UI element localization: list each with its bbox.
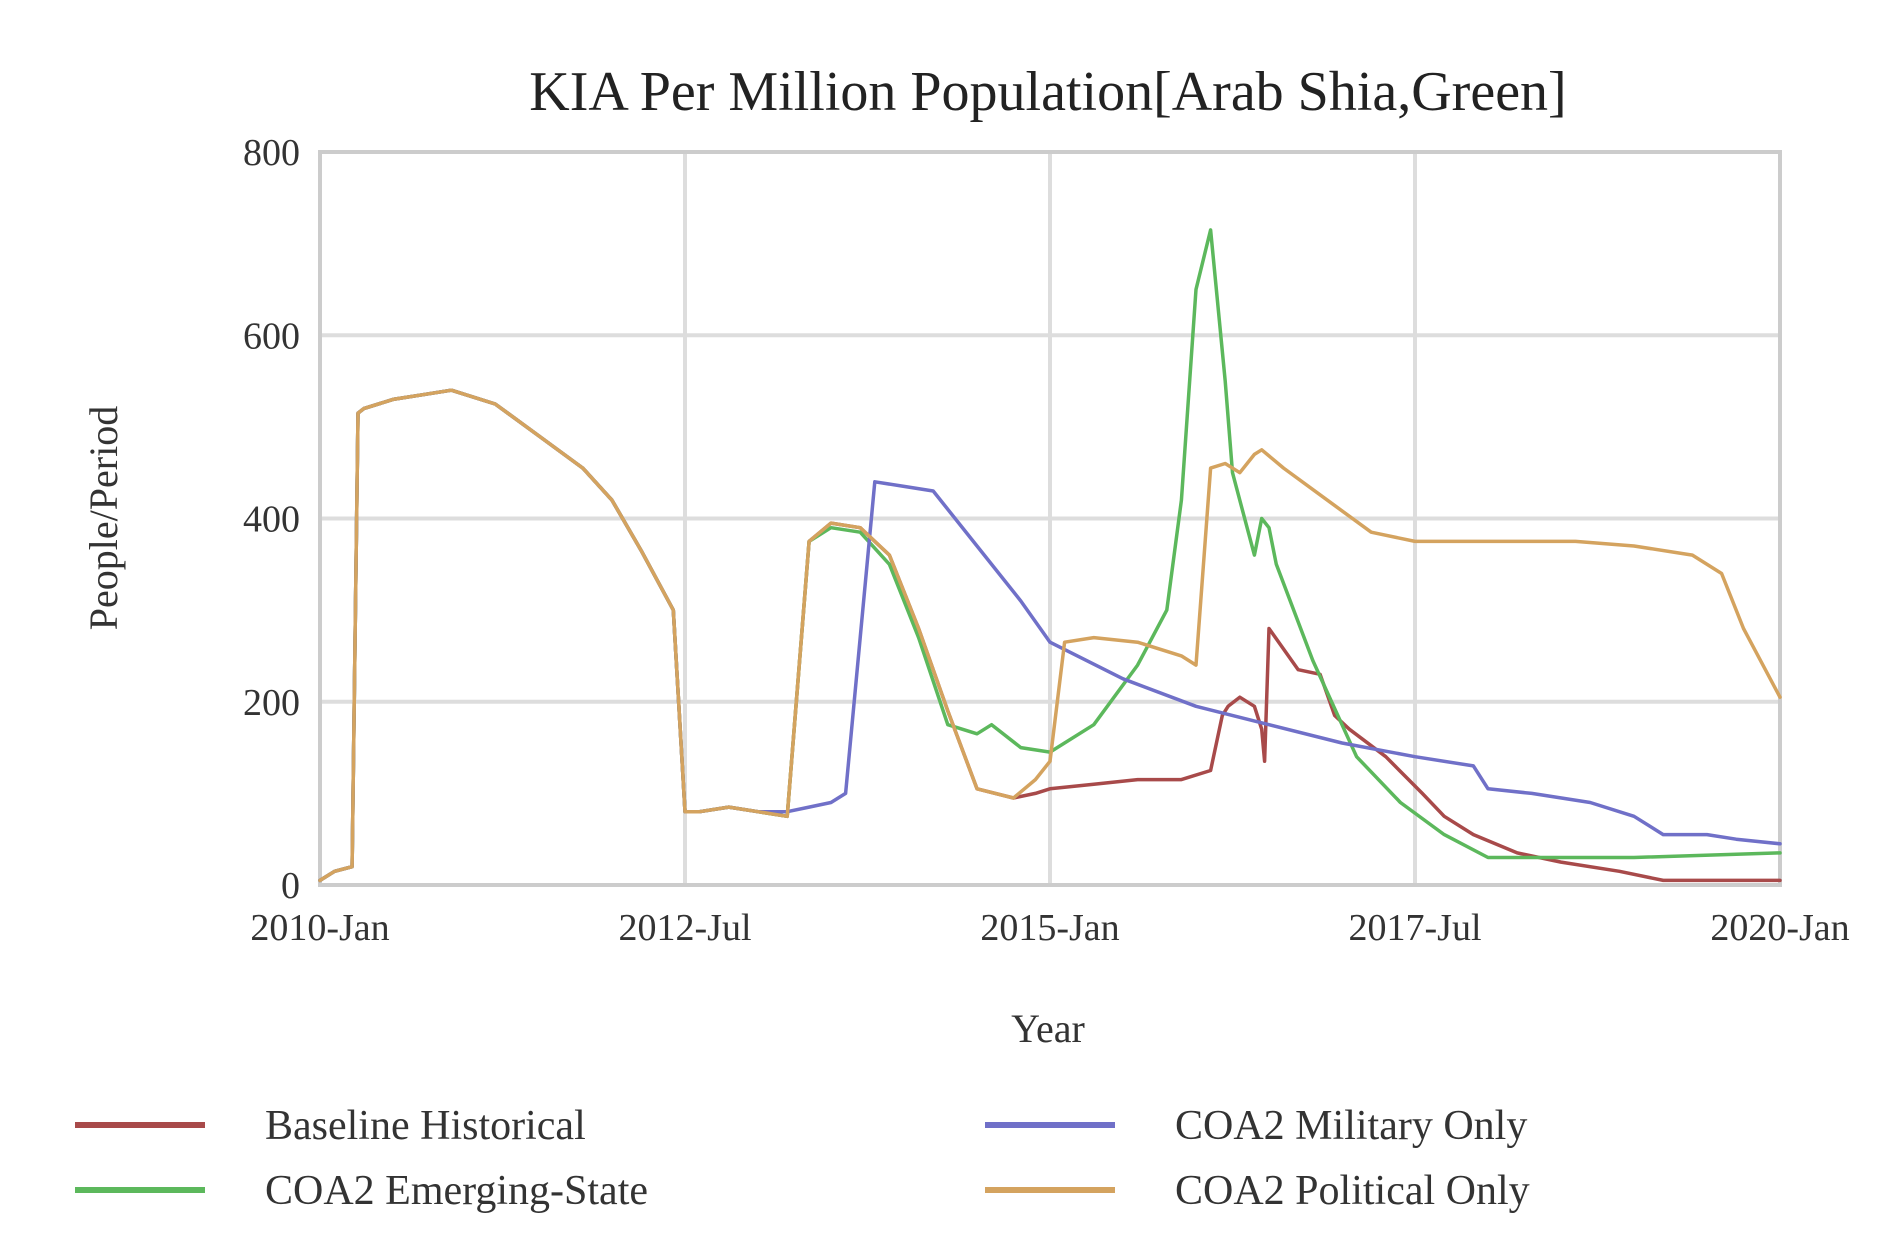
legend: Baseline Historical COA2 Military Only COA… bbox=[75, 1103, 1530, 1214]
y-tick-label: 0 bbox=[281, 865, 300, 907]
x-tick-label: 2015-Jan bbox=[980, 907, 1119, 949]
legend-label: Baseline Historical bbox=[265, 1103, 586, 1149]
y-tick-label: 400 bbox=[243, 499, 300, 541]
x-axis-label: Year bbox=[1011, 1006, 1085, 1051]
legend-label: COA2 Emerging-State bbox=[265, 1168, 648, 1214]
y-tick-label: 600 bbox=[243, 315, 300, 357]
y-tick-label: 200 bbox=[243, 682, 300, 724]
x-tick-label: 2012-Jul bbox=[619, 907, 752, 949]
legend-item-coa2-military-only: COA2 Military Only bbox=[985, 1103, 1527, 1149]
chart-title: KIA Per Million Population[Arab Shia,Gre… bbox=[529, 61, 1566, 123]
y-tick-label: 800 bbox=[243, 132, 300, 174]
legend-item-coa2-political-only: COA2 Political Only bbox=[985, 1168, 1530, 1214]
legend-item-baseline-historical: Baseline Historical bbox=[75, 1103, 586, 1149]
plot-area-frame bbox=[318, 150, 1782, 887]
legend-item-coa2-emerging-state: COA2 Emerging-State bbox=[75, 1168, 648, 1214]
legend-label: COA2 Military Only bbox=[1175, 1103, 1527, 1149]
legend-label: COA2 Political Only bbox=[1175, 1168, 1530, 1214]
series-layer bbox=[318, 228, 1782, 883]
series-line-coa2-political-only bbox=[318, 388, 1782, 883]
y-axis-label: People/Period bbox=[81, 406, 126, 630]
x-tick-label: 2017-Jul bbox=[1349, 907, 1482, 949]
tick-labels: 2010-Jan 2012-Jul 2015-Jan 2017-Jul 2020-Jan… bbox=[243, 132, 1850, 949]
x-tick-label: 2010-Jan bbox=[250, 907, 389, 949]
x-tick-label: 2020-Jan bbox=[1710, 907, 1849, 949]
